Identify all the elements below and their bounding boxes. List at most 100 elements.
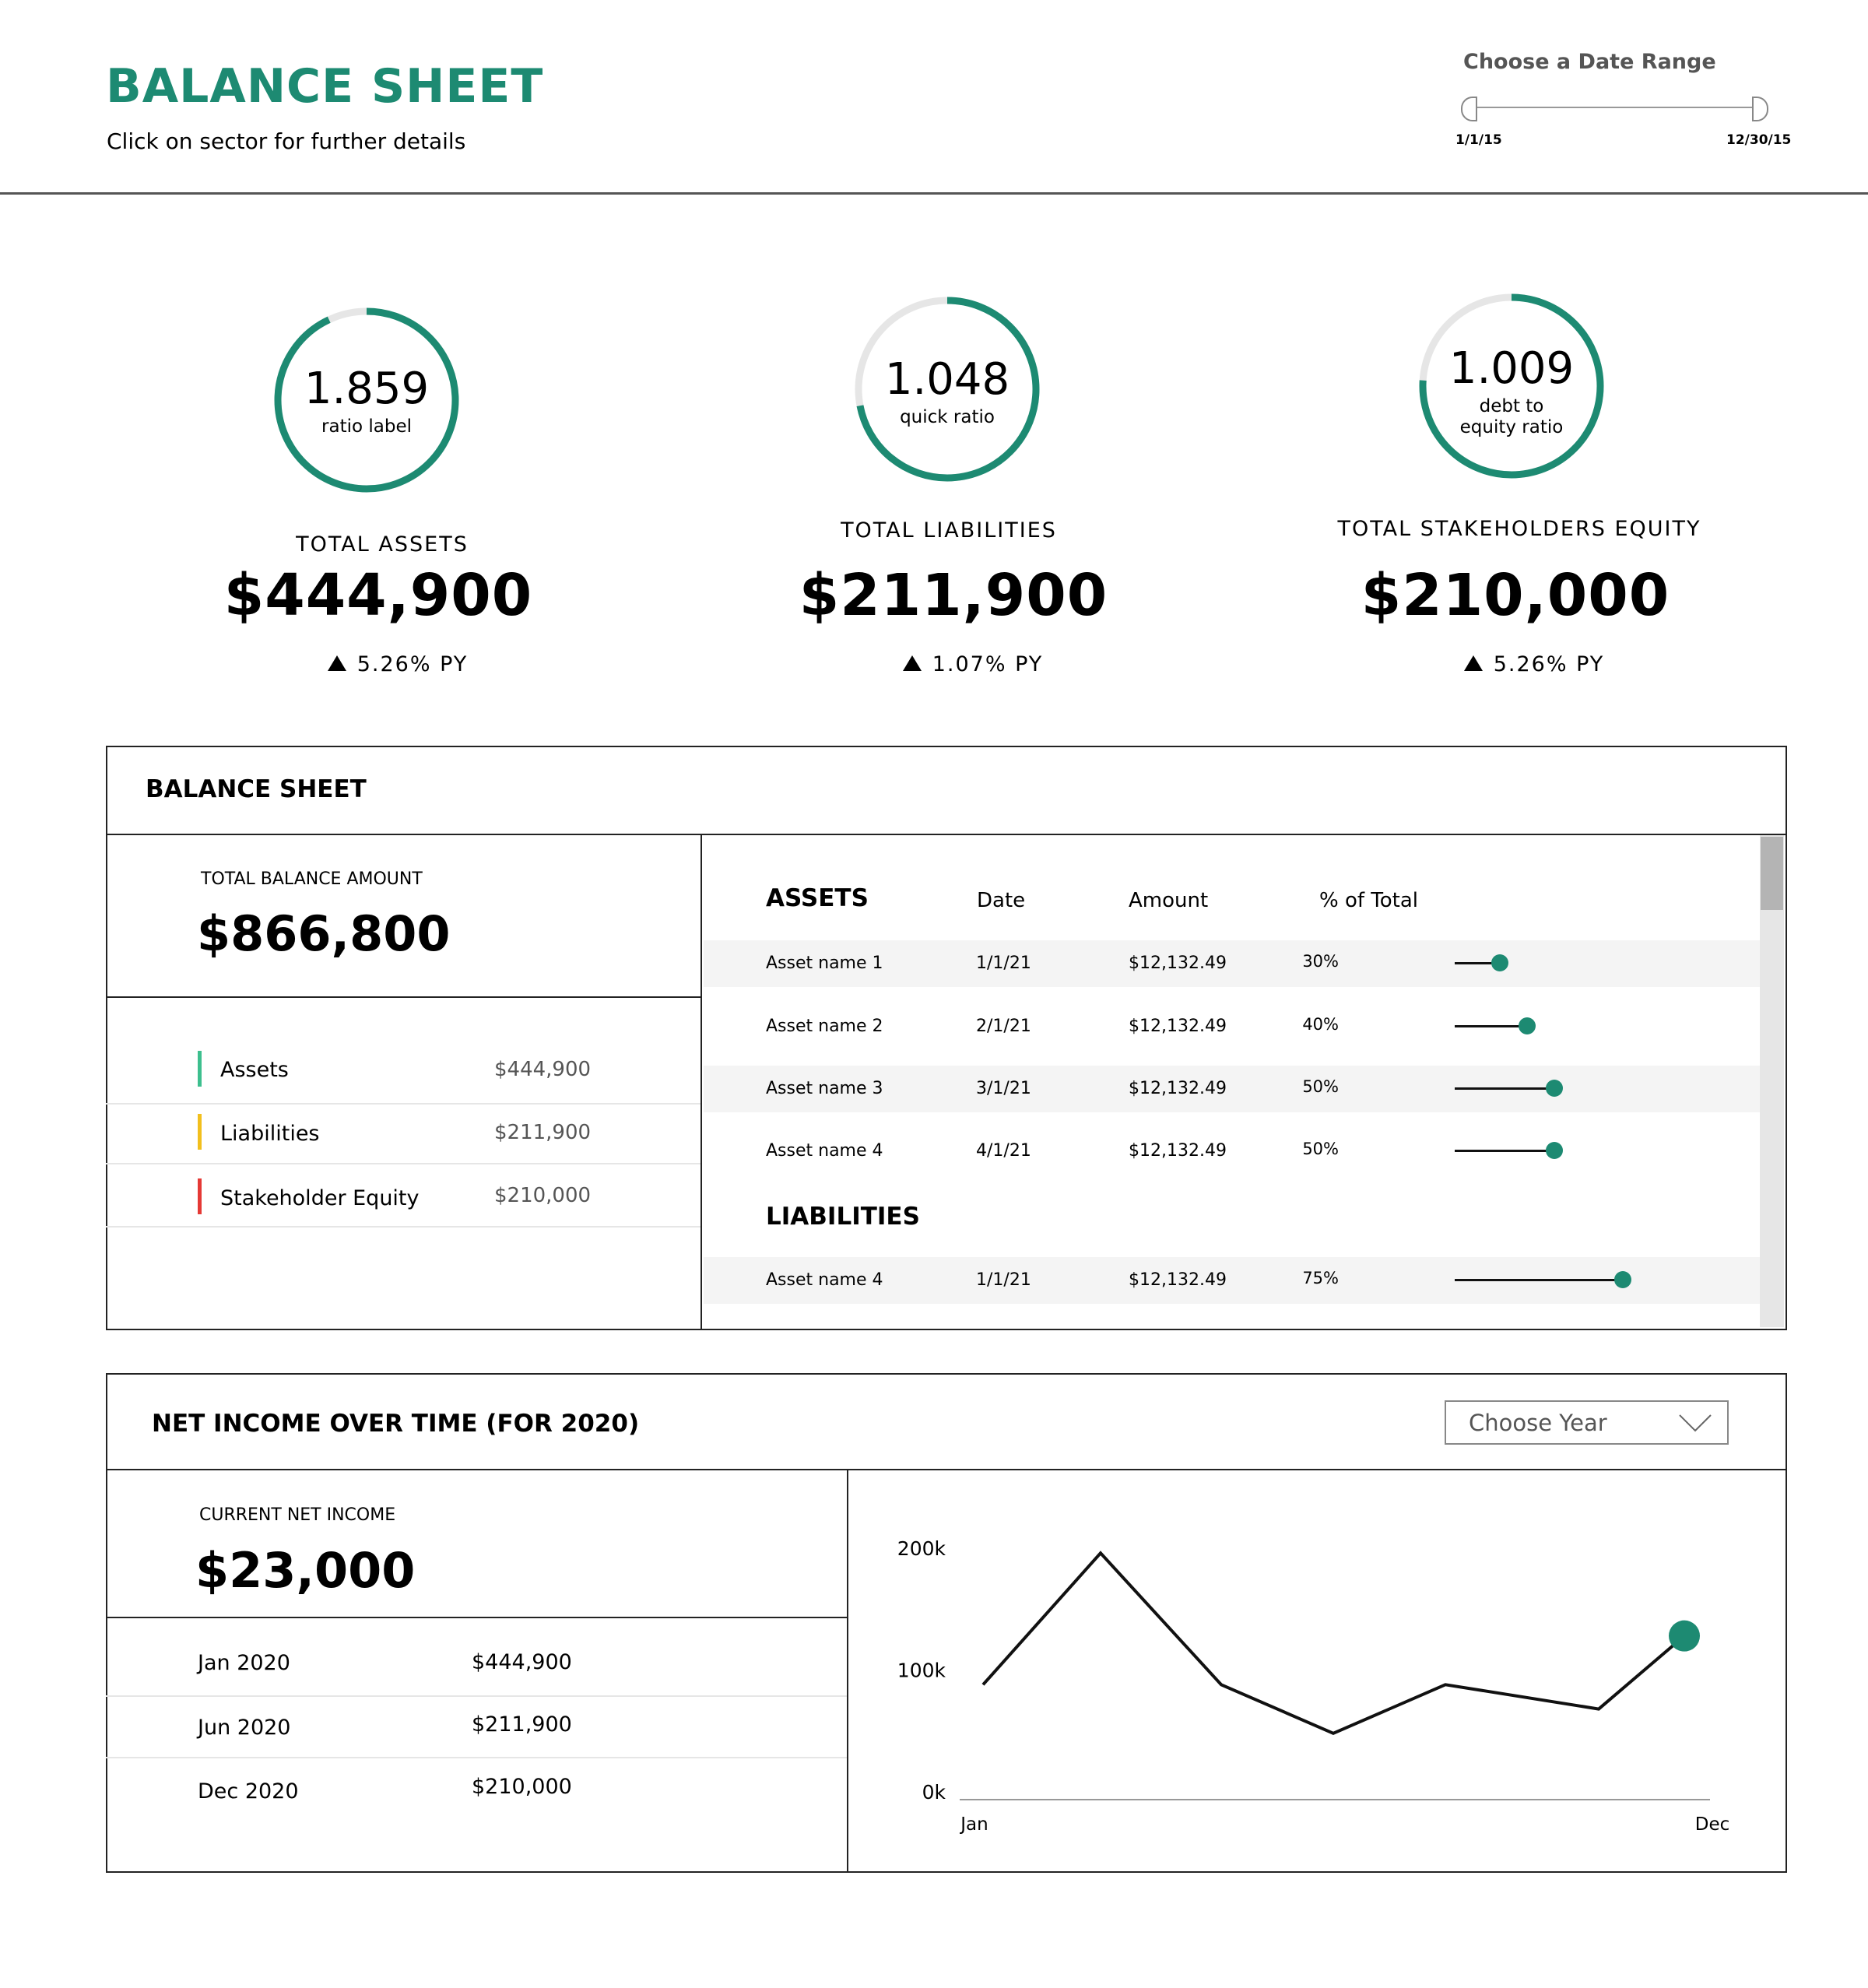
year-select[interactable]: Choose Year <box>1445 1400 1729 1445</box>
date-range-start-text: 1/1/15 <box>1455 132 1502 148</box>
kpi-amount: $444,900 <box>223 562 533 629</box>
kpi-amount: $211,900 <box>799 562 1108 629</box>
row-divider <box>106 1103 700 1105</box>
kpi-change: 5.26% PY <box>242 652 553 676</box>
table-row[interactable]: Asset name 4 4/1/21 $12,132.49 50% <box>704 1128 1760 1175</box>
cell-date: 1/1/21 <box>976 954 1031 973</box>
x-tick-label: Dec <box>1695 1814 1730 1835</box>
cell-name: Asset name 3 <box>766 1079 883 1098</box>
cell-pct: 30% <box>1302 952 1339 971</box>
cell-amount: $12,132.49 <box>1129 954 1227 973</box>
legend-item-assets[interactable]: Assets $444,900 <box>106 1051 700 1105</box>
net-income-period: Jan 2020 <box>198 1651 290 1675</box>
net-income-period: Dec 2020 <box>198 1779 299 1804</box>
table-row[interactable]: Asset name 2 2/1/21 $12,132.49 40% <box>704 1003 1760 1050</box>
assets-heading: ASSETS <box>766 884 869 912</box>
kpi-title: TOTAL LIABILITIES <box>841 518 1057 543</box>
column-header-date[interactable]: Date <box>977 889 1026 912</box>
table-scrollbar[interactable] <box>1760 835 1784 1327</box>
net-income-panel <box>106 1373 1787 1873</box>
ratio-ring-fill <box>1419 293 1604 479</box>
cell-date: 4/1/21 <box>976 1141 1031 1161</box>
current-net-income-label: CURRENT NET INCOME <box>199 1505 396 1525</box>
cell-name: Asset name 2 <box>766 1017 883 1036</box>
date-range-track[interactable] <box>1473 107 1761 108</box>
cell-pct: 50% <box>1302 1077 1339 1096</box>
row-divider <box>106 1757 847 1758</box>
liabilities-color-bar <box>198 1114 202 1150</box>
cell-date: 2/1/21 <box>976 1017 1031 1036</box>
row-divider <box>106 1163 700 1164</box>
ratio-value: 1.048 <box>884 354 1010 405</box>
table-row[interactable]: Asset name 4 1/1/21 $12,132.49 75% <box>704 1257 1760 1304</box>
table-scrollbar-thumb[interactable] <box>1761 837 1783 910</box>
total-balance-value: $866,800 <box>197 905 451 962</box>
cell-pct: 40% <box>1302 1015 1339 1034</box>
legend-value: $210,000 <box>494 1184 592 1207</box>
y-tick-label: 0k <box>922 1781 946 1804</box>
up-triangle-icon <box>1463 655 1483 671</box>
y-tick-label: 100k <box>897 1660 946 1682</box>
date-range-end-handle[interactable] <box>1752 97 1768 121</box>
kpi-change: 5.26% PY <box>1378 652 1690 676</box>
section-divider <box>106 1617 847 1618</box>
legend-item-liabilities[interactable]: Liabilities $211,900 <box>106 1114 700 1168</box>
date-range-label: Choose a Date Range <box>1463 50 1716 74</box>
pct-slider-dot <box>1519 1017 1536 1034</box>
pct-slider-dot <box>1613 1271 1631 1288</box>
ratio-value: 1.859 <box>304 364 430 414</box>
pct-slider-line <box>1455 962 1498 964</box>
panel-divider <box>700 834 702 1330</box>
equity-color-bar <box>198 1178 202 1214</box>
legend-item-equity[interactable]: Stakeholder Equity $210,000 <box>106 1178 700 1233</box>
pct-slider-line <box>1455 1025 1525 1027</box>
ratio-ring <box>855 297 1040 482</box>
pct-slider-dot <box>1546 1142 1563 1159</box>
cell-name: Asset name 4 <box>766 1141 883 1161</box>
ratio-ring-fill <box>274 307 459 493</box>
net-income-value: $211,900 <box>472 1712 572 1737</box>
legend-value: $444,900 <box>494 1058 592 1081</box>
assets-color-bar <box>198 1051 202 1087</box>
ratio-label: quick ratio <box>900 407 995 427</box>
pct-slider-line <box>1455 1150 1552 1152</box>
table-row[interactable]: Asset name 1 1/1/21 $12,132.49 30% <box>704 940 1760 987</box>
latest-value-point[interactable] <box>1669 1620 1700 1652</box>
kpi-title: TOTAL ASSETS <box>296 532 469 557</box>
pct-slider-dot <box>1491 954 1508 971</box>
total-balance-label: TOTAL BALANCE AMOUNT <box>201 869 423 889</box>
net-income-title: NET INCOME OVER TIME (FOR 2020) <box>152 1410 640 1438</box>
balance-sheet-title: BALANCE SHEET <box>146 775 367 803</box>
liabilities-heading: LIABILITIES <box>766 1203 920 1231</box>
legend-label: Stakeholder Equity <box>220 1186 420 1210</box>
ratio-ring <box>1419 293 1604 479</box>
net-income-value: $444,900 <box>472 1650 572 1674</box>
kpi-amount: $210,000 <box>1361 562 1670 629</box>
ratio-label-line-2: equity ratio <box>1459 417 1564 438</box>
column-header-pct[interactable]: % of Total <box>1319 889 1419 912</box>
cell-name: Asset name 4 <box>766 1270 883 1290</box>
cell-amount: $12,132.49 <box>1129 1141 1227 1161</box>
cell-amount: $12,132.49 <box>1129 1270 1227 1290</box>
cell-date: 1/1/21 <box>976 1270 1031 1290</box>
cell-name: Asset name 1 <box>766 954 883 973</box>
up-triangle-icon <box>902 655 922 671</box>
legend-value: $211,900 <box>494 1121 592 1144</box>
date-range-start-handle[interactable] <box>1461 97 1477 121</box>
ratio-label-line-1: debt to <box>1479 396 1544 416</box>
panel-divider <box>106 1469 1787 1470</box>
current-net-income-value: $23,000 <box>195 1542 416 1599</box>
pct-slider-line <box>1455 1087 1552 1090</box>
table-row[interactable]: Asset name 3 3/1/21 $12,132.49 50% <box>704 1066 1760 1112</box>
up-triangle-icon <box>327 655 346 671</box>
net-income-series-line <box>981 1551 1686 1736</box>
cell-date: 3/1/21 <box>976 1079 1031 1098</box>
column-header-amount[interactable]: Amount <box>1129 889 1209 912</box>
legend-label: Liabilities <box>220 1122 320 1146</box>
kpi-change: 1.07% PY <box>817 652 1129 676</box>
net-income-line-chart[interactable]: 200k 100k 0k Jan Dec <box>848 1470 1785 1871</box>
ratio-value: 1.009 <box>1448 343 1575 394</box>
panel-divider <box>847 1469 848 1873</box>
section-divider <box>106 996 700 998</box>
year-select-label: Choose Year <box>1469 1410 1607 1436</box>
